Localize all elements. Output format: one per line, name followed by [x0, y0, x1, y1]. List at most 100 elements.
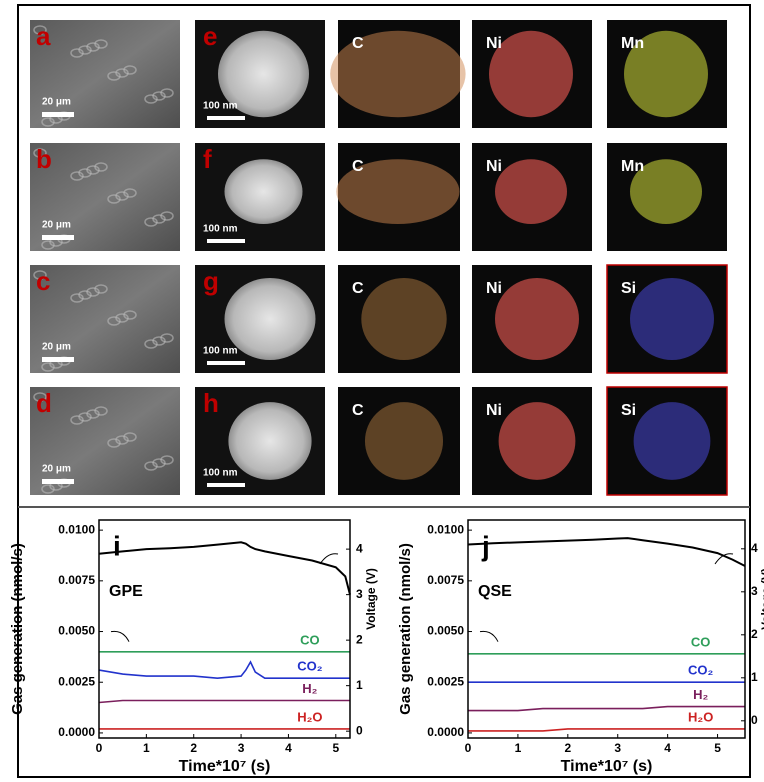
map-signal [495, 277, 579, 361]
sem-texture [152, 214, 166, 224]
sample-label: GPE [109, 583, 143, 600]
particle [224, 277, 316, 361]
element-label: C [352, 280, 364, 297]
sem-texture [33, 392, 47, 402]
scale-bar [42, 235, 74, 240]
sem-texture [86, 42, 100, 52]
x-tick-label: 3 [238, 741, 245, 755]
scale-label: 100 nm [203, 224, 238, 235]
x-axis-title: Time*10⁷ (s) [561, 758, 653, 775]
series-label: CO [691, 634, 711, 649]
sem-texture [86, 165, 100, 175]
y2-tick-label: 3 [751, 584, 758, 598]
sem-texture [107, 71, 121, 81]
scale-bar [42, 479, 74, 484]
sem-texture [160, 88, 174, 98]
map-signal [630, 277, 714, 361]
x-tick-label: 2 [564, 741, 571, 755]
x-tick-label: 4 [664, 741, 671, 755]
y2-axis-title: Voltage (V) [364, 568, 378, 630]
y-tick-label: 0.0100 [427, 522, 464, 536]
y-tick-label: 0.0075 [427, 573, 464, 587]
sem-texture [115, 68, 129, 78]
map-signal [364, 402, 444, 480]
scale-label: 20 μm [42, 220, 71, 231]
panel-label: c [36, 266, 50, 296]
x-tick-label: 5 [714, 741, 721, 755]
panel-label: i [113, 530, 121, 561]
series-label: CO₂ [688, 663, 714, 678]
sem-texture [123, 65, 137, 75]
sem-texture [70, 48, 84, 58]
sem-texture [144, 94, 158, 104]
element-label: Ni [486, 35, 502, 52]
scale-label: 20 μm [42, 464, 71, 475]
scale-bar [207, 483, 245, 487]
axis-arrow [110, 630, 130, 642]
y2-axis-title: Voltage (V) [759, 568, 764, 630]
map-signal [336, 159, 460, 225]
sem-texture [33, 25, 47, 35]
sem-texture [144, 217, 158, 227]
axis-arrow [319, 553, 339, 565]
sem-texture [86, 287, 100, 297]
scale-label: 100 nm [203, 468, 238, 479]
x-tick-label: 0 [465, 741, 472, 755]
sem-texture [70, 293, 84, 303]
scale-label: 20 μm [42, 342, 71, 353]
series-label: CO₂ [297, 659, 323, 674]
series-label: H₂O [297, 709, 322, 724]
particle [218, 30, 309, 118]
sem-texture [123, 188, 137, 198]
x-tick-label: 3 [614, 741, 621, 755]
y2-tick-label: 2 [751, 627, 758, 641]
sem-texture [160, 211, 174, 221]
sem-texture [107, 438, 121, 448]
sem-texture [78, 412, 92, 422]
panel-label: g [203, 266, 219, 296]
y-tick-label: 0.0025 [58, 674, 95, 688]
sem-image [30, 143, 180, 251]
axis-arrow [714, 553, 734, 565]
sem-texture [107, 316, 121, 326]
sem-texture [144, 461, 158, 471]
sem-texture [94, 39, 108, 49]
panel-label: b [36, 144, 52, 174]
panel-label: e [203, 21, 217, 51]
scale-bar [42, 112, 74, 117]
element-label: Mn [621, 158, 644, 175]
sem-texture [107, 194, 121, 204]
y-tick-label: 0.0050 [427, 624, 464, 638]
sem-texture [41, 484, 55, 494]
plot-frame [98, 519, 351, 739]
scale-bar [207, 361, 245, 365]
element-label: Ni [486, 158, 502, 175]
series-line [467, 537, 746, 567]
element-label: Ni [486, 280, 502, 297]
scale-label: 100 nm [203, 346, 238, 357]
x-tick-label: 0 [96, 741, 103, 755]
panel-label: j [481, 530, 490, 561]
element-label: Si [621, 402, 636, 419]
series-line [468, 705, 745, 712]
y-axis-title: Gas generation (nmol/s) [9, 543, 26, 715]
x-axis-title: Time*10⁷ (s) [179, 758, 271, 775]
y-tick-label: 0.0100 [58, 522, 95, 536]
sem-texture [41, 117, 55, 127]
panel-label: f [203, 144, 212, 174]
series-label: H₂ [693, 687, 708, 702]
sem-image [30, 265, 180, 373]
y2-tick-label: 0 [751, 713, 758, 727]
series-label: H₂ [302, 681, 317, 696]
y2-tick-label: 2 [356, 632, 363, 646]
panel-label: a [36, 21, 51, 51]
map-signal [624, 30, 708, 118]
sem-texture [152, 458, 166, 468]
y2-tick-label: 4 [356, 541, 363, 555]
sem-image [30, 20, 180, 128]
y-axis-title: Gas generation (nmol/s) [397, 543, 414, 715]
sem-texture [144, 339, 158, 349]
element-label: Mn [621, 35, 644, 52]
panel-label: d [36, 388, 52, 418]
